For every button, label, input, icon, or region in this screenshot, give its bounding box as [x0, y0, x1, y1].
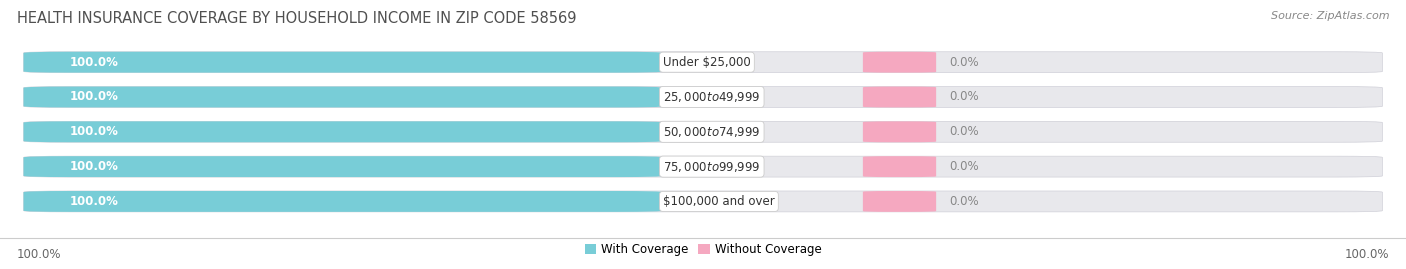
Legend: With Coverage, Without Coverage: With Coverage, Without Coverage: [579, 238, 827, 260]
FancyBboxPatch shape: [24, 52, 1382, 73]
FancyBboxPatch shape: [24, 87, 664, 107]
Text: 100.0%: 100.0%: [1344, 248, 1389, 261]
Text: 100.0%: 100.0%: [70, 56, 120, 69]
FancyBboxPatch shape: [24, 87, 1382, 107]
Text: 0.0%: 0.0%: [949, 160, 979, 173]
Text: Under $25,000: Under $25,000: [664, 56, 751, 69]
FancyBboxPatch shape: [24, 52, 664, 73]
Text: $25,000 to $49,999: $25,000 to $49,999: [664, 90, 761, 104]
Text: $75,000 to $99,999: $75,000 to $99,999: [664, 160, 761, 174]
FancyBboxPatch shape: [24, 156, 1382, 177]
FancyBboxPatch shape: [863, 156, 936, 177]
FancyBboxPatch shape: [863, 191, 936, 212]
Text: 0.0%: 0.0%: [949, 125, 979, 138]
Text: $50,000 to $74,999: $50,000 to $74,999: [664, 125, 761, 139]
Text: 100.0%: 100.0%: [70, 90, 120, 104]
FancyBboxPatch shape: [24, 191, 664, 212]
FancyBboxPatch shape: [863, 52, 936, 73]
Text: 100.0%: 100.0%: [17, 248, 62, 261]
FancyBboxPatch shape: [24, 191, 1382, 212]
FancyBboxPatch shape: [24, 156, 664, 177]
Text: $100,000 and over: $100,000 and over: [664, 195, 775, 208]
FancyBboxPatch shape: [863, 121, 936, 142]
Text: 100.0%: 100.0%: [70, 160, 120, 173]
FancyBboxPatch shape: [863, 87, 936, 107]
Text: 0.0%: 0.0%: [949, 90, 979, 104]
FancyBboxPatch shape: [24, 121, 1382, 142]
Text: 100.0%: 100.0%: [70, 195, 120, 208]
Text: Source: ZipAtlas.com: Source: ZipAtlas.com: [1271, 11, 1389, 21]
Text: HEALTH INSURANCE COVERAGE BY HOUSEHOLD INCOME IN ZIP CODE 58569: HEALTH INSURANCE COVERAGE BY HOUSEHOLD I…: [17, 11, 576, 26]
FancyBboxPatch shape: [24, 121, 664, 142]
Text: 100.0%: 100.0%: [70, 125, 120, 138]
Text: 0.0%: 0.0%: [949, 195, 979, 208]
Text: 0.0%: 0.0%: [949, 56, 979, 69]
